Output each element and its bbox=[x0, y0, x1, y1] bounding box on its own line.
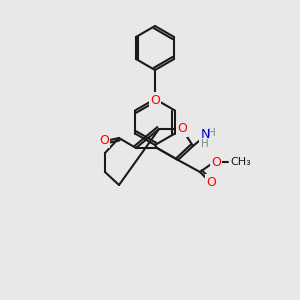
Text: O: O bbox=[150, 94, 160, 106]
Text: O: O bbox=[99, 134, 109, 146]
Text: O: O bbox=[206, 176, 216, 188]
Text: H: H bbox=[208, 128, 216, 138]
Text: CH₃: CH₃ bbox=[230, 157, 251, 167]
Text: O: O bbox=[211, 155, 221, 169]
Text: H: H bbox=[201, 139, 209, 149]
Text: O: O bbox=[177, 122, 187, 136]
Text: N: N bbox=[200, 128, 210, 142]
